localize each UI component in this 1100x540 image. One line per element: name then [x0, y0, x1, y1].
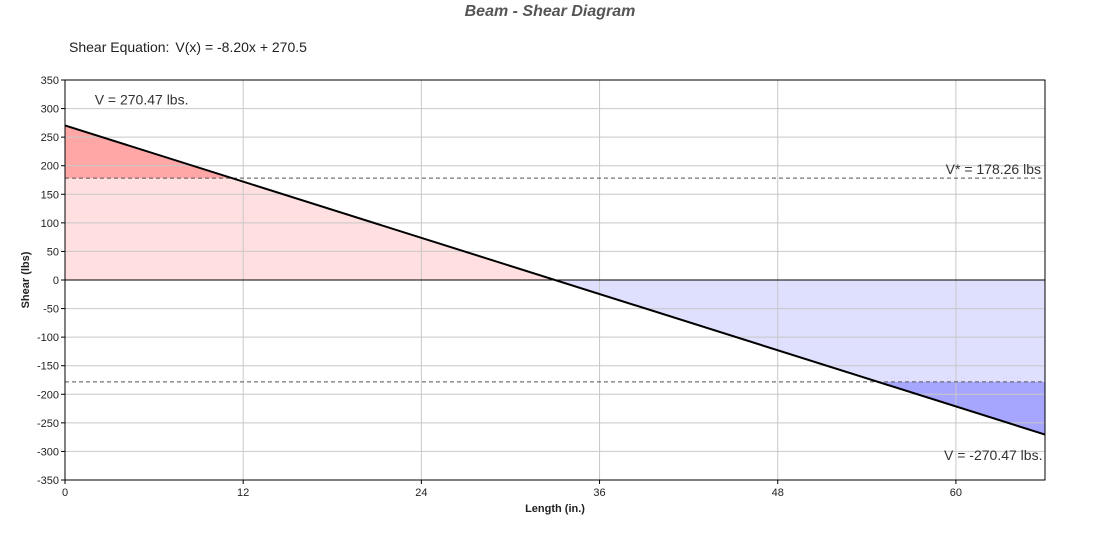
y-tick-label: 0: [53, 275, 59, 287]
chart-title: Beam - Shear Diagram: [464, 3, 636, 20]
x-tick-label: 0: [62, 487, 68, 499]
x-tick-label: 48: [772, 487, 784, 499]
x-tick-label: 24: [415, 487, 427, 499]
y-tick-label: -350: [37, 475, 59, 487]
x-tick-label: 60: [950, 487, 962, 499]
y-tick-label: 150: [41, 189, 59, 201]
y-tick-label: -300: [37, 446, 59, 458]
y-tick-label: -50: [43, 304, 59, 316]
annotation-label: V = -270.47 lbs.: [944, 447, 1042, 463]
y-tick-label: 50: [47, 246, 59, 258]
shear-line: [64, 124, 1046, 436]
equation-value: V(x) = -8.20x + 270.5: [175, 39, 307, 55]
x-tick-label: 36: [593, 487, 605, 499]
reference-line-label: V* = 178.26 lbs: [946, 161, 1041, 177]
y-tick-label: -100: [37, 332, 59, 344]
y-tick-label: 350: [41, 75, 59, 87]
y-tick-label: 250: [41, 132, 59, 144]
annotation-label: V = 270.47 lbs.: [95, 92, 189, 108]
y-tick-label: -200: [37, 389, 59, 401]
shear-equation: Shear Equation: V(x) = -8.20x + 270.5: [69, 39, 307, 55]
y-tick-label: -150: [37, 361, 59, 373]
y-tick-label: 300: [41, 104, 59, 116]
x-tick-label: 12: [237, 487, 249, 499]
y-tick-label: 200: [41, 161, 59, 173]
x-axis-label: Length (in.): [525, 503, 585, 515]
equation-label: Shear Equation:: [69, 39, 170, 55]
y-tick-label: -250: [37, 418, 59, 430]
y-tick-label: 100: [41, 218, 59, 230]
